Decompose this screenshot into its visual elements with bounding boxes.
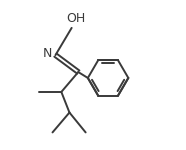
Text: N: N [42, 47, 52, 60]
Text: OH: OH [66, 12, 86, 25]
